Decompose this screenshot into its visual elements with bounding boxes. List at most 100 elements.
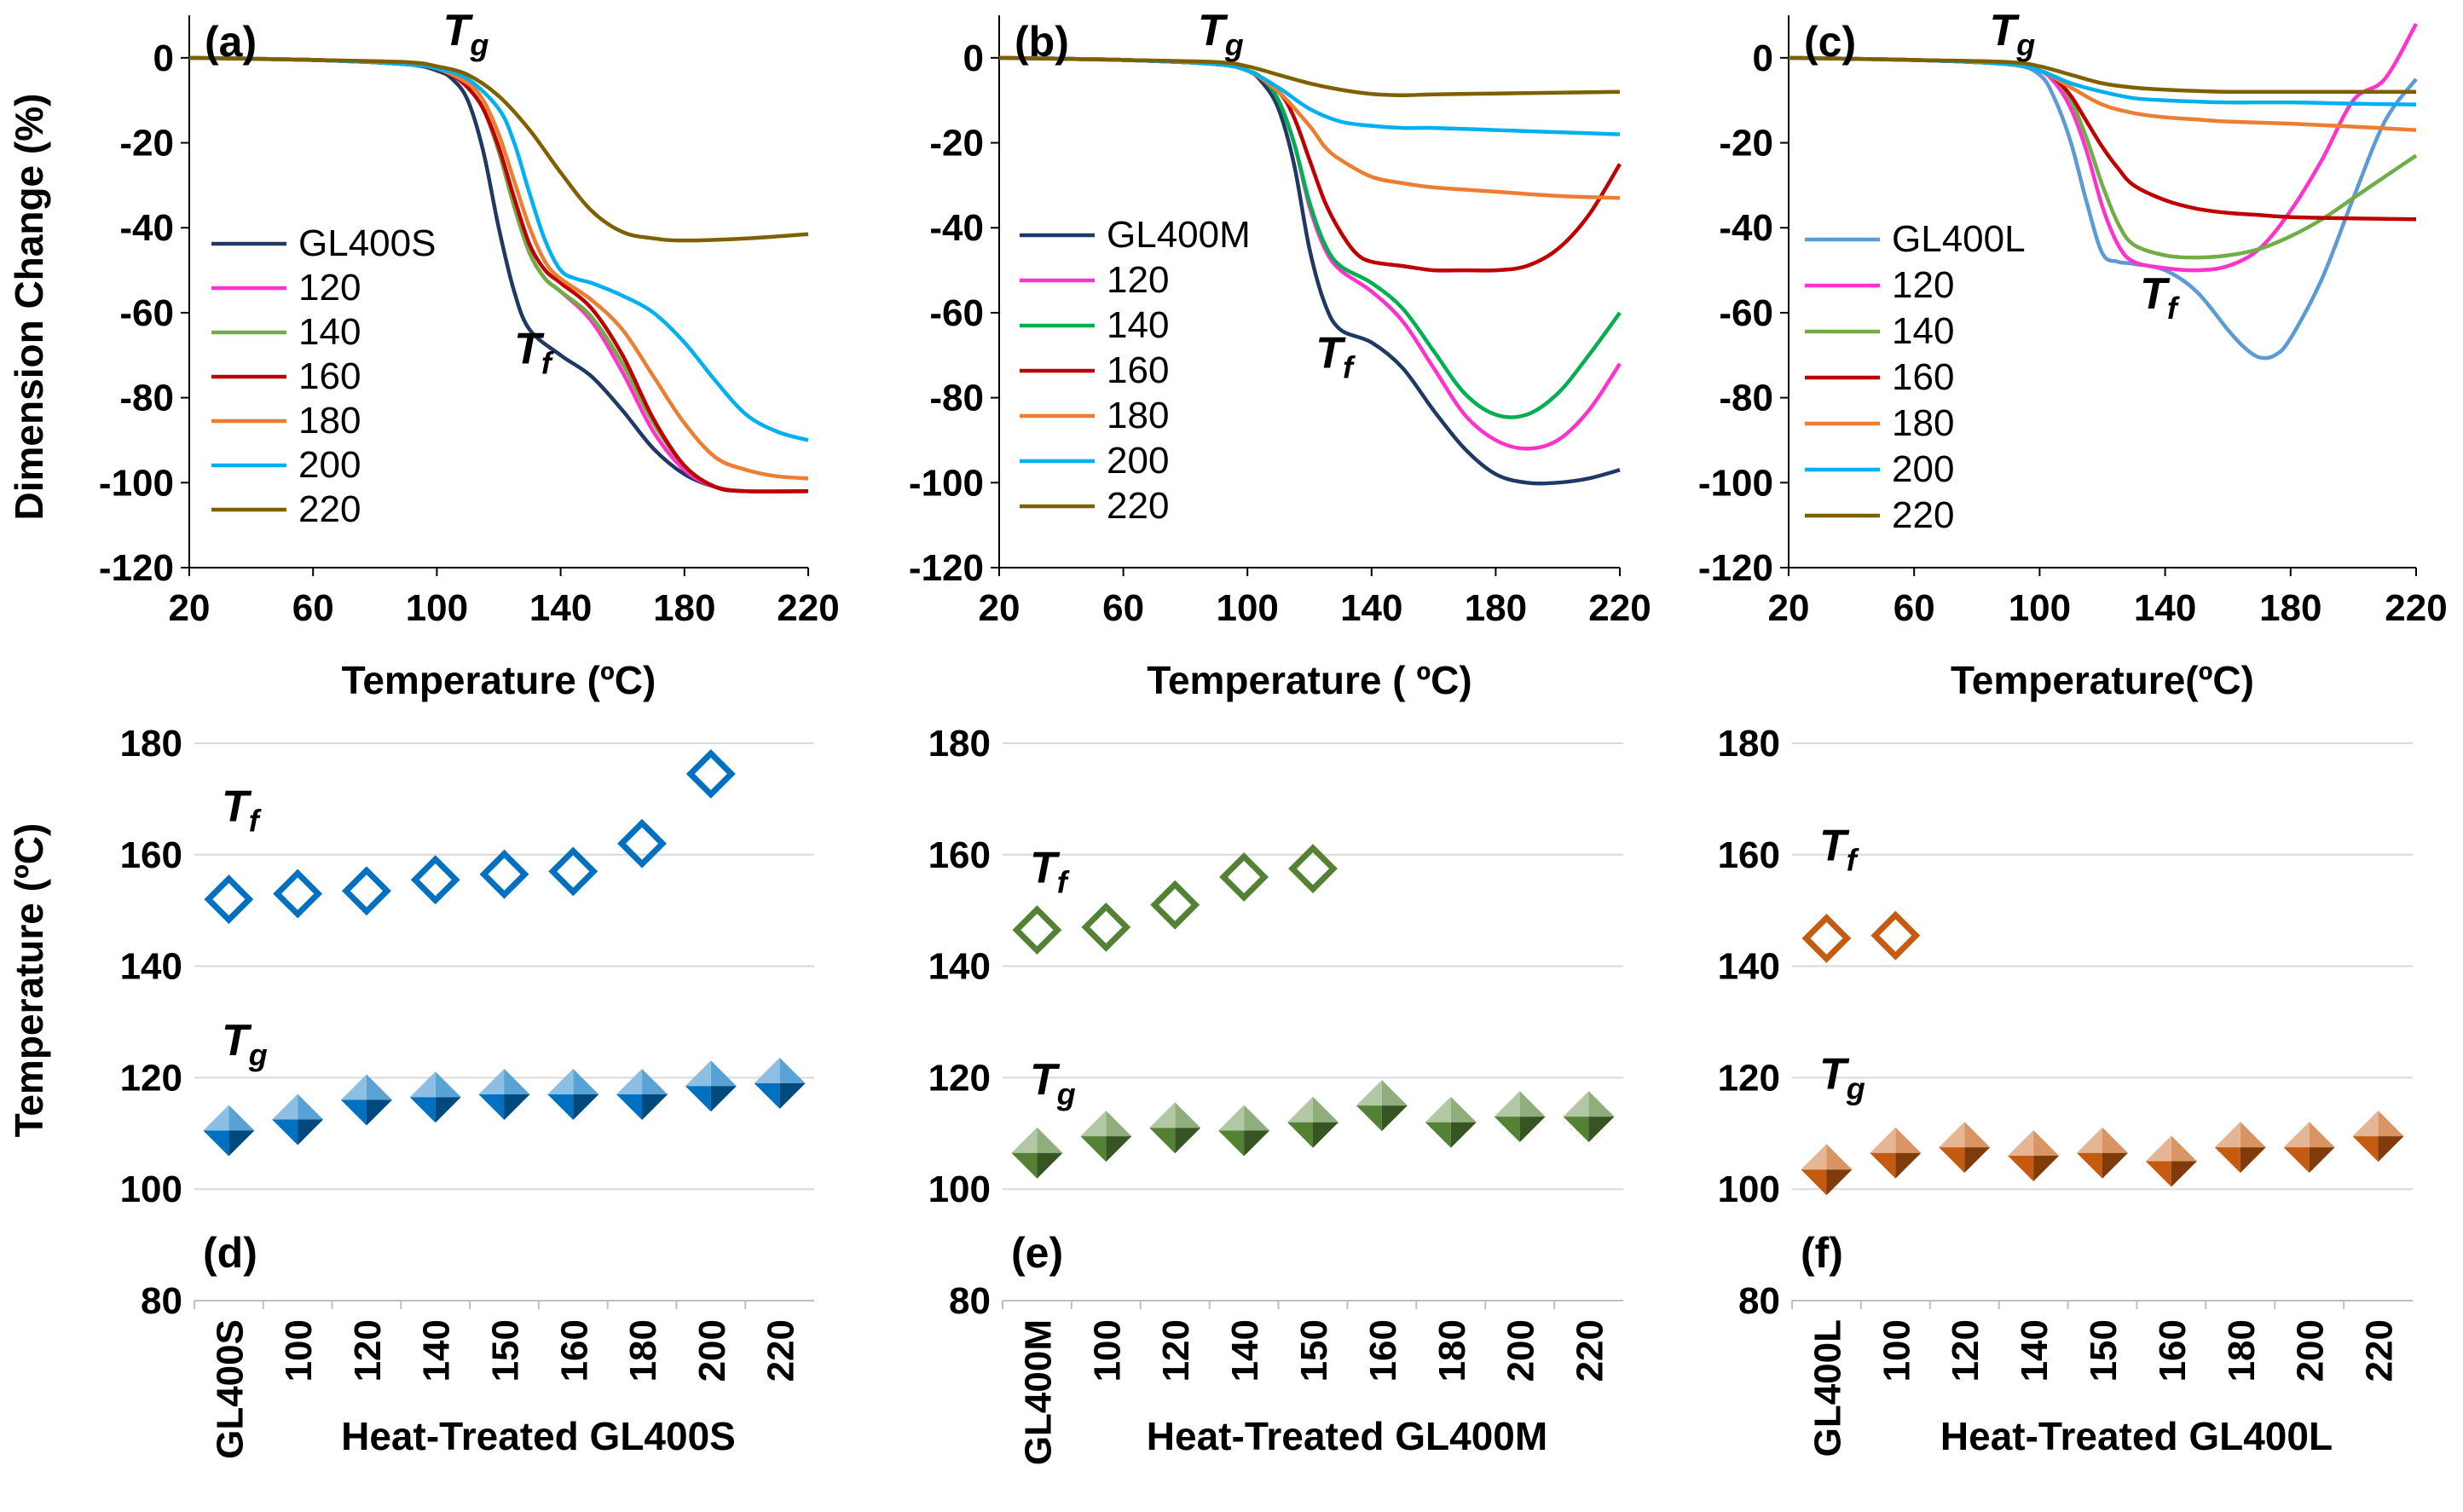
tf-point (1288, 844, 1338, 894)
x-axis-label: Heat-Treated GL400S (341, 1414, 736, 1458)
annotation-Tg: Tg (1990, 6, 2036, 62)
legend-label: GL400M (1107, 214, 1251, 256)
tg-point-facet (1801, 1169, 1827, 1196)
tf-point (685, 749, 736, 799)
tg-point (1588, 1091, 1615, 1117)
y-tick-label: -60 (1719, 292, 1773, 334)
x-tick-label: 20 (169, 587, 211, 629)
x-tick-label: 150 (485, 1319, 527, 1382)
legend-label: 140 (298, 311, 361, 353)
tg-point-facet (1425, 1096, 1451, 1122)
legend-label: 180 (298, 400, 361, 441)
y-tick-label: 80 (1738, 1280, 1780, 1322)
x-tick-label: 160 (553, 1319, 595, 1382)
x-tick-label: 140 (2134, 587, 2196, 629)
y-tick-label: 120 (1718, 1057, 1780, 1099)
y-tick-label: 180 (928, 723, 991, 765)
x-tick-label: 180 (1431, 1319, 1473, 1382)
legend-label: 140 (1107, 304, 1169, 346)
y-tick-label: -60 (119, 292, 174, 334)
tg-point-facet (1149, 1128, 1176, 1154)
legend-label: 160 (298, 355, 361, 397)
tg-point-facet (1381, 1105, 1408, 1132)
series-line-200 (188, 55, 809, 442)
x-axis-label: Heat-Treated GL400L (1940, 1414, 2333, 1458)
series-line-220 (998, 55, 1621, 97)
x-tick-label: 150 (1293, 1319, 1335, 1382)
tg-point-facet (2283, 1147, 2310, 1174)
y-tick-label: 160 (928, 834, 991, 876)
tg-point-facet (573, 1094, 599, 1121)
y-axis-label-top: Dimension Change (%) (7, 94, 51, 521)
y-tick-label: -100 (909, 462, 984, 504)
tg-point-facet (2214, 1147, 2240, 1174)
x-tick-label: 160 (1362, 1319, 1404, 1382)
tg-point (1519, 1091, 1546, 1117)
x-tick-label: 100 (2009, 587, 2071, 629)
legend-label: 140 (1892, 310, 1954, 352)
tg-point-facet (1494, 1091, 1520, 1117)
x-axis-label: Temperature ( ºC) (1147, 658, 1471, 702)
x-tick-label: 100 (1876, 1319, 1917, 1382)
y-tick-label: 100 (1718, 1169, 1780, 1210)
y-tick-label: -20 (119, 123, 174, 164)
y-tick-label: 100 (120, 1169, 182, 1210)
tg-point-facet (754, 1057, 780, 1083)
tg-point-facet (2240, 1147, 2266, 1174)
x-axis-label: Heat-Treated GL400M (1147, 1414, 1547, 1458)
panel-label: (c) (1804, 18, 1856, 66)
tg-point-facet (1826, 1169, 1853, 1196)
legend-label: 160 (1892, 356, 1954, 398)
legend-label: GL400L (1892, 218, 2026, 260)
tg-point-facet (2214, 1122, 2240, 1148)
tg-point-facet (340, 1074, 367, 1100)
tg-point (2378, 1111, 2404, 1137)
tg-point (573, 1069, 599, 1095)
tg-point-facet (1287, 1096, 1313, 1122)
x-tick-label: 100 (406, 587, 468, 629)
tg-point-facet (754, 1082, 780, 1109)
panel-f: 80 100 120 140 160 180 GL400L 100 120 140 150 160 18… (1718, 723, 2413, 1458)
y-tick-label: 140 (120, 946, 182, 988)
tg-point-facet (2309, 1147, 2335, 1174)
tg-point-facet (366, 1099, 392, 1126)
tg-point-facet (1244, 1130, 1270, 1157)
tg-point-facet (2283, 1122, 2310, 1148)
tg-point (228, 1105, 255, 1131)
y-tick-label: 0 (1753, 38, 1773, 79)
tg-point-facet (1519, 1117, 1546, 1143)
tf-point (204, 874, 254, 925)
panel-e: 80 100 120 140 160 180 GL400M 100 120 140 150 160 18… (928, 723, 1623, 1465)
legend-label: 200 (1892, 448, 1954, 490)
tf-point (273, 869, 323, 919)
tg-point-facet (616, 1094, 643, 1121)
tg-point-facet (1425, 1122, 1451, 1148)
x-tick-label: 140 (416, 1319, 458, 1382)
tg-point-facet (203, 1105, 229, 1131)
tg-point-facet (1588, 1117, 1615, 1143)
panel-d: 80 100 120 140 160 180 GL400S 100 120 140 150 160 18… (120, 723, 814, 1459)
tg-point (1175, 1102, 1201, 1128)
tg-point (2171, 1135, 2197, 1162)
x-tick-label: 140 (1224, 1319, 1266, 1382)
tg-point-facet (298, 1119, 324, 1146)
annotation-Tg: Tg (1819, 1049, 1865, 1105)
x-tick-label: 120 (347, 1319, 389, 1382)
tg-point-facet (1801, 1144, 1827, 1170)
tg-point-facet (642, 1094, 668, 1121)
y-tick-label: 180 (1718, 723, 1780, 765)
y-tick-label: 120 (928, 1057, 991, 1099)
y-tick-label: 140 (928, 946, 991, 988)
tg-point (435, 1071, 461, 1098)
legend-label: 220 (1892, 494, 1954, 536)
tg-point-facet (478, 1069, 505, 1095)
y-tick-label: -100 (99, 462, 174, 504)
y-tick-label: 140 (1718, 946, 1780, 988)
x-tick-label: 140 (529, 587, 592, 629)
tg-point-facet (272, 1119, 298, 1146)
legend-label: 160 (1107, 349, 1169, 391)
tg-point (366, 1074, 392, 1100)
